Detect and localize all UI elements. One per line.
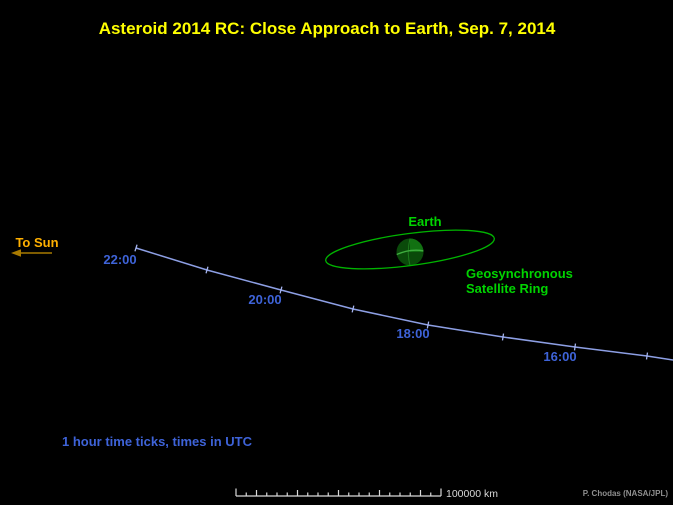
earth-label: Earth (408, 214, 441, 229)
time-label-16:00: 16:00 (543, 349, 576, 364)
geo-ring-label-line1: Geosynchronous (466, 266, 573, 281)
scale-bar-label: 100000 km (446, 488, 498, 500)
hour-tick-18:00 (426, 321, 430, 329)
page-title: Asteroid 2014 RC: Close Approach to Eart… (99, 19, 556, 38)
earth-equator-line (396, 249, 424, 256)
hour-tick-16:00 (573, 343, 577, 351)
trajectory-path (135, 247, 673, 361)
earth-lit-quadrant (410, 238, 424, 252)
hour-tick-20:00 (279, 286, 283, 294)
time-label-22:00: 22:00 (103, 252, 136, 267)
hour-tick-22:00 (134, 244, 138, 252)
credit-label: P. Chodas (NASA/JPL) (583, 489, 669, 498)
time-label-18:00: 18:00 (396, 326, 429, 341)
scale-bar (235, 488, 442, 497)
geosynchronous-ring (325, 229, 495, 270)
time-label-20:00: 20:00 (248, 292, 281, 307)
hour-tick-19:00 (351, 305, 355, 313)
to-sun-label: To Sun (15, 235, 58, 250)
hour-tick-17:00 (501, 333, 505, 341)
asteroid-trajectory: 22:00 20:00 18:00 16:00 (103, 244, 673, 364)
earth-meridian-line (407, 238, 411, 266)
hour-tick-15:00 (645, 352, 649, 360)
to-sun-arrow-icon (11, 249, 52, 257)
geo-ring-label-line2: Satellite Ring (466, 281, 548, 296)
hour-tick-21:00 (205, 266, 209, 274)
tick-note-label: 1 hour time ticks, times in UTC (62, 434, 253, 449)
earth-group: Earth Geosynchronous Satellite Ring (325, 214, 573, 296)
